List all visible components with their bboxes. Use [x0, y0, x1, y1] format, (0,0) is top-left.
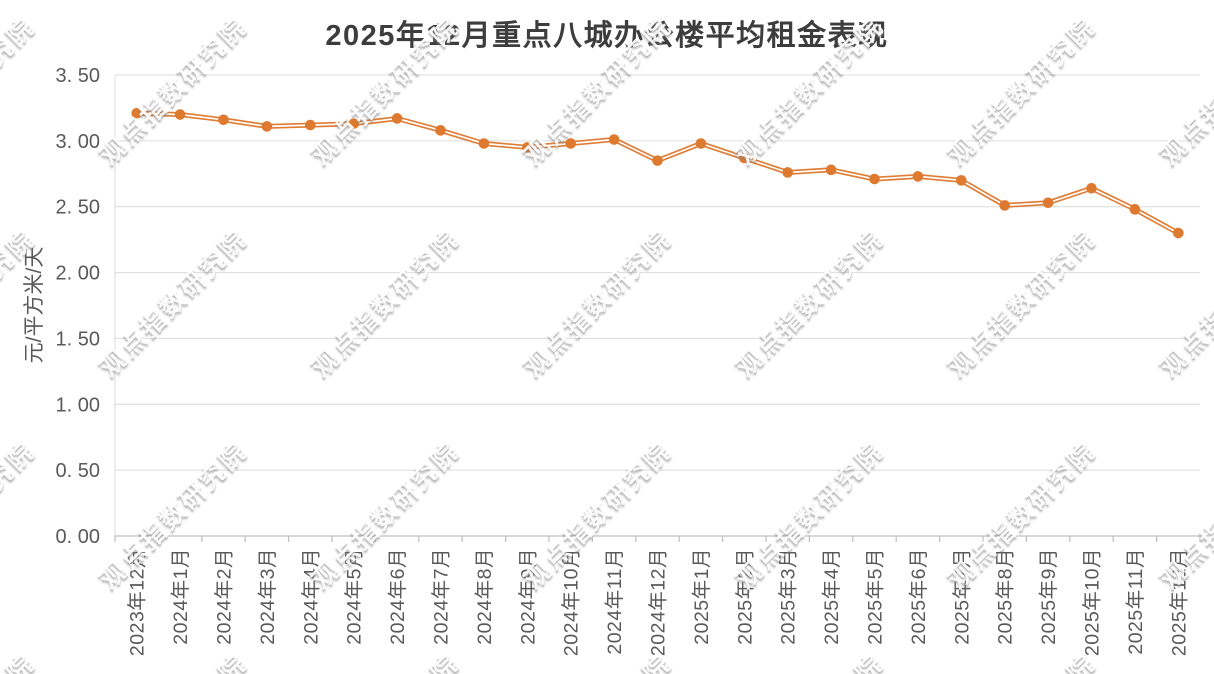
- y-tick-label: 1. 00: [56, 394, 100, 416]
- data-point: [261, 121, 273, 132]
- data-point: [782, 167, 793, 178]
- y-tick-label: 3. 00: [56, 131, 100, 153]
- data-point: [912, 171, 924, 182]
- data-point: [1129, 204, 1141, 215]
- x-tick-label: 2025年11月: [1125, 548, 1147, 655]
- x-tick-label: 2025年4月: [821, 548, 843, 645]
- x-tick-label: 2024年6月: [387, 548, 409, 645]
- data-point: [305, 119, 316, 131]
- x-tick-label: 2024年9月: [517, 548, 539, 645]
- x-tick-label: 2025年7月: [951, 548, 973, 645]
- data-point: [1086, 182, 1097, 194]
- data-point: [695, 138, 707, 149]
- data-point: [435, 125, 446, 136]
- chart-title: 2025年12月重点八城办公楼平均租金表现: [325, 20, 889, 52]
- x-tick-label: 2025年3月: [778, 548, 800, 645]
- x-tick-label: 2025年1月: [691, 548, 713, 645]
- data-point: [391, 113, 403, 124]
- data-point: [652, 155, 663, 166]
- x-tick-label: 2024年4月: [300, 548, 322, 645]
- x-tick-label: 2024年11月: [604, 548, 626, 655]
- y-tick-label: 1. 50: [56, 328, 100, 350]
- data-point: [608, 134, 620, 145]
- x-tick-label: 2025年6月: [908, 548, 930, 645]
- data-point: [218, 114, 229, 126]
- data-point: [999, 200, 1010, 211]
- y-tick-label: 0. 50: [56, 460, 100, 482]
- data-point: [869, 173, 880, 185]
- data-point: [174, 109, 186, 120]
- data-point: [1042, 197, 1054, 209]
- data-point: [131, 107, 142, 119]
- data-point: [522, 142, 533, 153]
- y-tick-label: 3. 50: [56, 65, 100, 87]
- x-tick-label: 2024年2月: [214, 548, 236, 645]
- y-tick-label: 2. 00: [56, 263, 100, 285]
- x-tick-label: 2025年9月: [1038, 548, 1060, 645]
- x-tick-label: 2024年10月: [561, 548, 583, 656]
- data-point: [739, 152, 750, 164]
- x-tick-label: 2025年2月: [734, 548, 756, 645]
- x-tick-label: 2024年3月: [257, 548, 279, 645]
- x-tick-label: 2024年1月: [170, 548, 192, 645]
- x-tick-label: 2024年7月: [431, 548, 453, 645]
- x-tick-label: 2024年12月: [648, 548, 670, 656]
- data-point: [1173, 227, 1184, 239]
- data-point: [565, 138, 576, 149]
- x-tick-label: 2024年5月: [344, 548, 366, 645]
- data-point: [478, 138, 490, 149]
- data-point: [825, 164, 837, 176]
- x-tick-label: 2025年8月: [995, 548, 1017, 645]
- y-tick-label: 0. 00: [56, 526, 100, 548]
- x-tick-label: 2025年10月: [1082, 548, 1104, 656]
- data-point: [956, 175, 967, 186]
- x-tick-label: 2023年12月: [127, 548, 149, 656]
- y-tick-label: 2. 50: [56, 197, 100, 219]
- x-tick-label: 2024年8月: [474, 548, 496, 645]
- rent-line-core: [136, 112, 1179, 234]
- data-point: [348, 118, 360, 130]
- rent-line: [136, 110, 1180, 236]
- x-tick-label: 2025年12月: [1168, 548, 1190, 656]
- x-tick-label: 2025年5月: [865, 548, 887, 645]
